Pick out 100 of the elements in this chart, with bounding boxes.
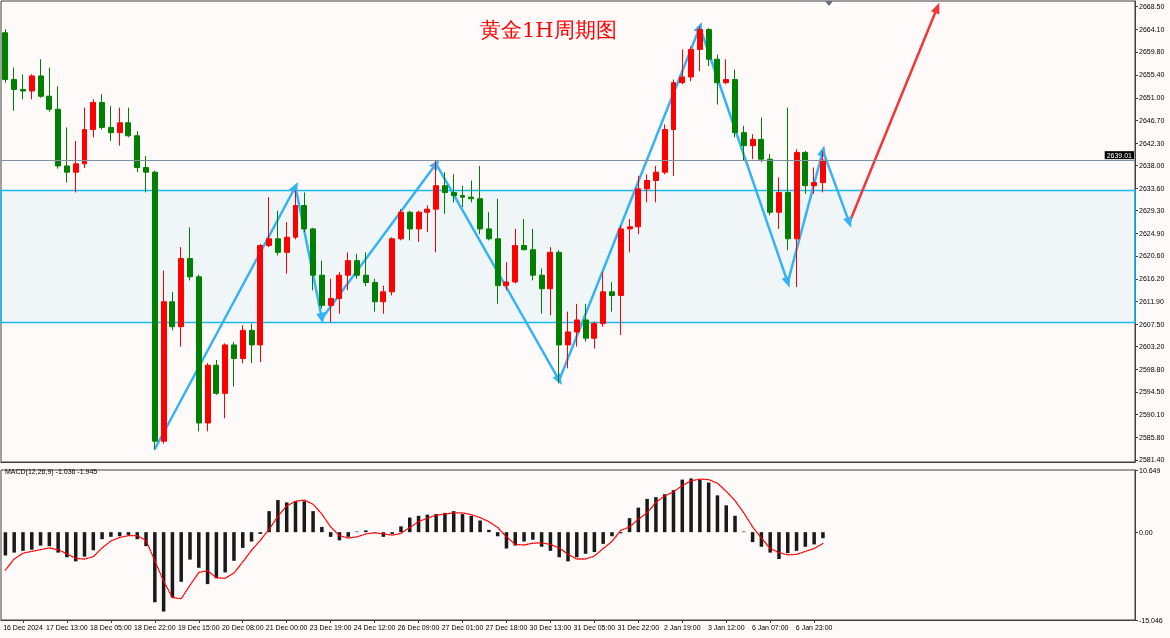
candlestick: [125, 107, 131, 138]
candlestick: [108, 105, 114, 142]
candlestick: [363, 251, 369, 287]
candlestick: [82, 107, 87, 169]
candlestick: [310, 227, 316, 291]
candlestick: [213, 359, 219, 396]
candlestick: [583, 303, 589, 343]
candlestick: [512, 228, 518, 285]
candlestick: [503, 261, 509, 291]
candlestick: [539, 267, 545, 315]
bar: [197, 532, 201, 568]
candlestick: [671, 79, 676, 177]
candlestick: [73, 140, 79, 193]
bar: [768, 532, 772, 553]
text: 黄金1H周期图: [480, 17, 617, 42]
candlestick: [301, 191, 307, 233]
bar: [821, 532, 825, 539]
candlestick: [627, 218, 633, 253]
candlestick: [11, 67, 17, 112]
candlestick: [644, 173, 650, 203]
candlestick: [750, 133, 756, 160]
candlestick: [468, 180, 474, 203]
bar: [223, 532, 227, 573]
bar: [276, 500, 280, 533]
bar: [478, 520, 482, 533]
candlestick: [398, 208, 404, 241]
bar: [12, 532, 16, 553]
candlestick: [64, 126, 70, 184]
candlestick: [794, 148, 800, 288]
bar: [408, 517, 412, 533]
bar: [311, 511, 315, 533]
candlestick: [29, 73, 35, 100]
candlestick: [284, 221, 290, 275]
candlestick: [345, 251, 351, 291]
candlestick: [732, 69, 738, 138]
candlestick: [38, 58, 44, 99]
candlestick: [178, 246, 184, 347]
bar: [30, 532, 34, 550]
candlestick: [328, 278, 334, 323]
bar: [557, 532, 561, 558]
candlestick: [257, 243, 263, 363]
candlestick: [161, 270, 167, 445]
candlestick: [143, 155, 149, 193]
bar: [346, 532, 350, 537]
candlestick: [416, 210, 422, 243]
candlestick: [46, 67, 52, 113]
bar: [188, 532, 192, 560]
candlestick: [565, 311, 571, 369]
bar: [724, 505, 728, 533]
bar: [179, 532, 183, 582]
point: [288, 181, 299, 194]
bar: [434, 514, 438, 533]
candlestick: [20, 73, 26, 100]
candlestick: [802, 150, 808, 195]
candlestick: [547, 246, 553, 316]
candlestick: [407, 210, 413, 241]
bar: [109, 532, 113, 537]
candlestick: [196, 274, 202, 432]
candlestick: [152, 170, 158, 450]
candlestick: [336, 271, 342, 315]
candlestick: [372, 278, 378, 313]
candlestick: [688, 45, 694, 82]
bar: [399, 526, 403, 533]
candlestick: [714, 54, 720, 106]
candlestick: [222, 342, 228, 419]
candlestick: [2, 28, 8, 84]
candlestick: [495, 198, 501, 305]
bar: [601, 532, 605, 544]
bar: [566, 532, 570, 562]
candlestick: [266, 196, 272, 248]
candlestick: [776, 176, 782, 230]
bar: [328, 532, 333, 537]
point: [316, 312, 326, 324]
candlestick: [591, 321, 597, 350]
candlestick: [785, 107, 791, 251]
candlestick: [451, 173, 457, 203]
candlestick: [205, 362, 211, 432]
bar: [698, 479, 702, 533]
candlestick: [723, 58, 729, 85]
candlestick: [741, 125, 747, 162]
candlestick: [477, 165, 483, 235]
candlestick: [679, 48, 685, 85]
candlestick: [99, 93, 105, 131]
bar: [777, 532, 781, 560]
candlestick: [767, 153, 773, 216]
bar: [575, 532, 579, 558]
candlestick: [530, 228, 536, 281]
candlestick: [319, 260, 325, 310]
candlestick: [275, 210, 281, 256]
candlestick: [249, 323, 255, 364]
bar: [126, 532, 131, 536]
bar: [645, 498, 649, 533]
bar: [240, 532, 245, 548]
candlestick: [231, 341, 237, 388]
candlestick: [55, 85, 61, 170]
candlestick: [187, 226, 193, 281]
candlestick: [618, 225, 624, 336]
bar: [65, 532, 69, 558]
bar: [443, 512, 447, 533]
bar: [153, 532, 157, 603]
